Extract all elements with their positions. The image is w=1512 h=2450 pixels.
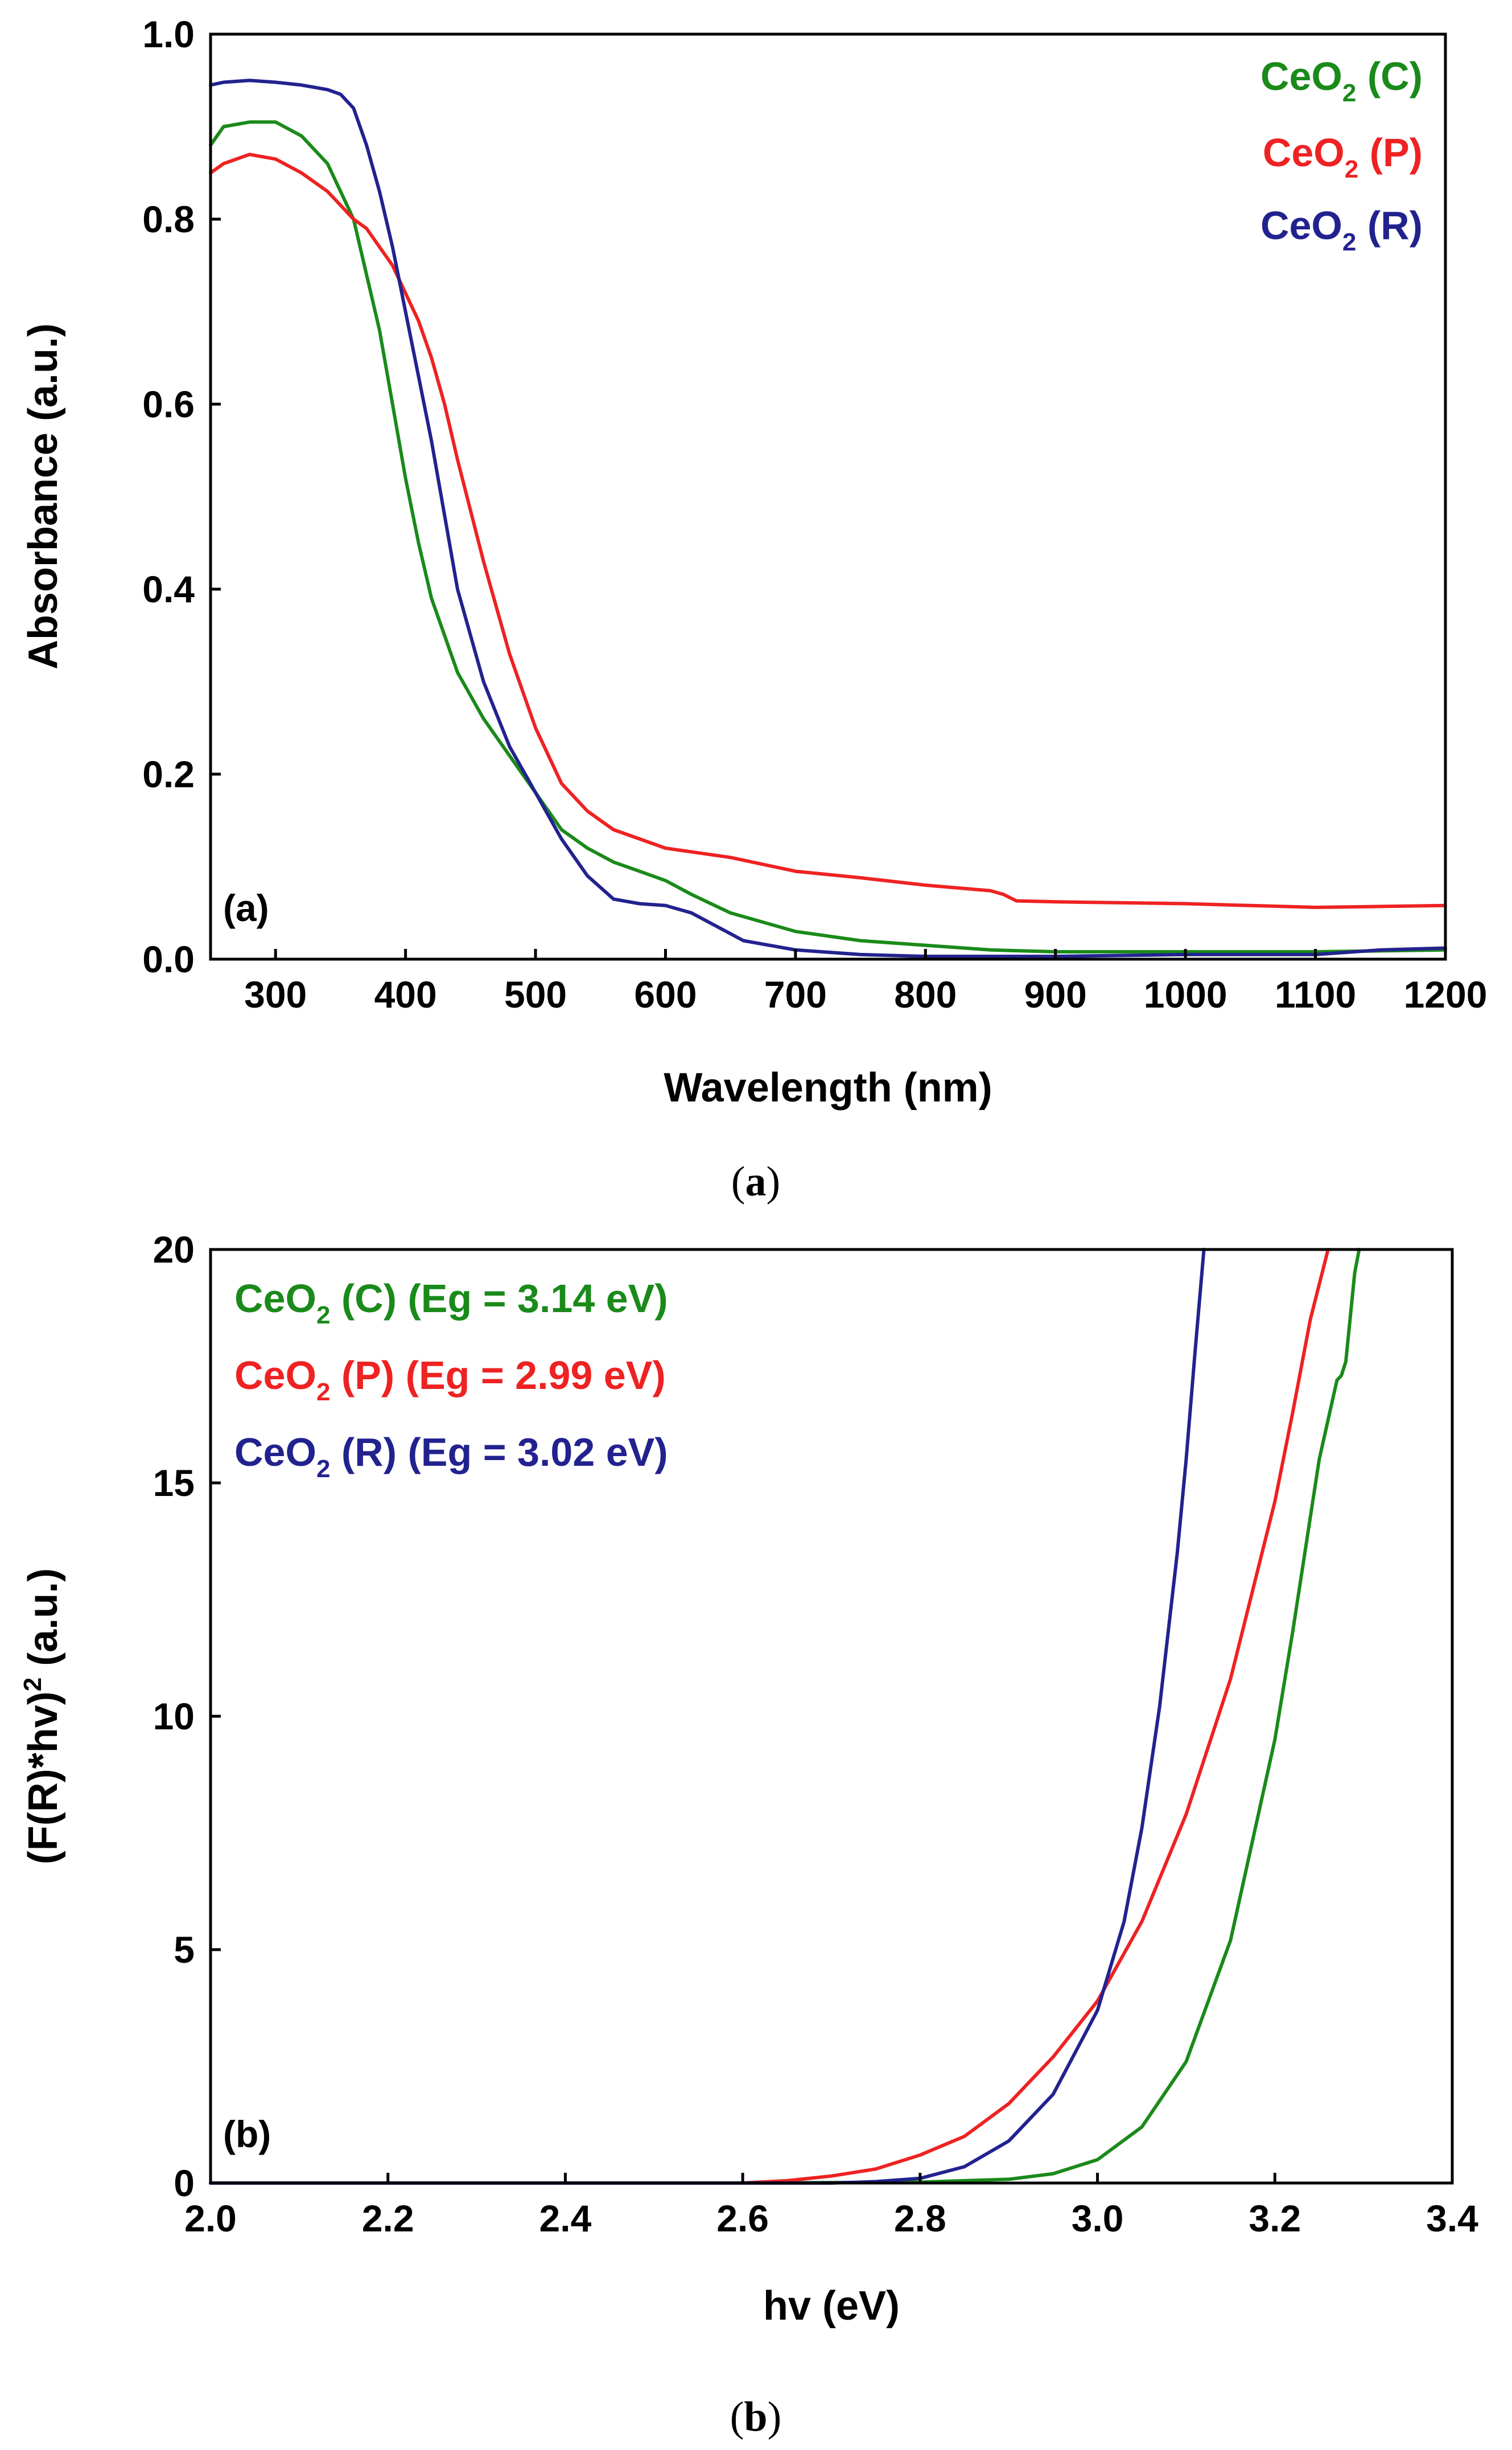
chart-b-series-group xyxy=(209,1248,1361,2185)
chart-0-x-tick-label-0: 300 xyxy=(244,973,307,1016)
chart-1-x-tick-label-7: 3.4 xyxy=(1426,2197,1478,2239)
chart-a-panel-label: (a) xyxy=(223,887,269,929)
chart-a-plot-frame xyxy=(209,32,1447,961)
chart-1-x-tick-label-1: 2.2 xyxy=(362,2197,414,2239)
chart-1-y-tick-label-4: 20 xyxy=(153,1228,195,1271)
chart-0-x-tick-label-2: 500 xyxy=(504,973,567,1016)
chart-0-series-line-2 xyxy=(209,79,1447,959)
chart-1-series-line-2 xyxy=(209,1248,1206,2185)
chart-0-x-tick-label-5: 800 xyxy=(894,973,957,1016)
chart-0-series-line-1 xyxy=(209,153,1447,909)
chart-a-caption: (a) xyxy=(731,1158,780,1205)
chart-0-y-tick-label-2: 0.4 xyxy=(142,568,195,610)
chart-0-y-tick-label-4: 0.8 xyxy=(142,198,195,240)
chart-b-legend-entry-p: CeO2 (P) (Eg = 2.99 eV) xyxy=(234,1353,666,1406)
chart-a-legend: CeO2 (C) CeO2 (P) CeO2 (R) xyxy=(1260,54,1423,256)
chart-1-y-tick-label-2: 10 xyxy=(153,1695,195,1737)
chart-b-caption: (b) xyxy=(730,2394,781,2440)
chart-a-series-group xyxy=(209,79,1447,959)
chart-1-x-tick-label-3: 2.6 xyxy=(716,2197,769,2239)
chart-1-y-tick-label-3: 15 xyxy=(153,1462,195,1504)
chart-1-x-tick-label-5: 3.0 xyxy=(1072,2197,1124,2239)
chart-1-series-line-1 xyxy=(209,1248,1330,2185)
chart-a-y-axis-label: Absorbance (a.u.) xyxy=(20,323,66,669)
chart-1-x-tick-label-4: 2.8 xyxy=(894,2197,946,2239)
chart-a-legend-entry-p: CeO2 (P) xyxy=(1263,130,1423,183)
chart-1-x-tick-label-2: 2.4 xyxy=(539,2197,592,2239)
chart-b-y-axis-label: (F(R)*hv)2 (a.u.) xyxy=(19,1568,66,1864)
chart-b: 2.0 2.2 2.4 2.6 2.8 3.0 3.2 3.4 0 5 10 15 20 hv (eV)… xyxy=(19,1228,1478,2440)
chart-a-legend-entry-r: CeO2 (R) xyxy=(1260,203,1423,256)
chart-a-x-axis-label: Wavelength (nm) xyxy=(664,1065,992,1111)
chart-0-x-tick-label-7: 1000 xyxy=(1144,973,1227,1016)
chart-0-x-tick-label-4: 700 xyxy=(764,973,827,1016)
chart-0-x-tick-label-3: 600 xyxy=(634,973,697,1016)
chart-b-panel-label: (b) xyxy=(223,2113,271,2155)
chart-b-legend-entry-c: CeO2 (C) (Eg = 3.14 eV) xyxy=(234,1276,668,1329)
chart-0-x-tick-label-6: 900 xyxy=(1024,973,1087,1016)
chart-1-x-tick-label-0: 2.0 xyxy=(184,2197,237,2239)
chart-b-x-axis-label: hv (eV) xyxy=(763,2283,900,2329)
chart-1-y-tick-label-0: 0 xyxy=(174,2162,195,2204)
chart-0-x-tick-label-1: 400 xyxy=(374,973,437,1016)
chart-0-x-tick-label-9: 1200 xyxy=(1404,973,1488,1016)
chart-0-x-tick-label-8: 1100 xyxy=(1275,973,1356,1016)
chart-b-legend: CeO2 (C) (Eg = 3.14 eV) CeO2 (P) (Eg = 2… xyxy=(234,1276,668,1483)
chart-b-legend-entry-r: CeO2 (R) (Eg = 3.02 eV) xyxy=(234,1430,668,1483)
chart-a-legend-entry-c: CeO2 (C) xyxy=(1260,54,1423,107)
chart-a: 300 400 500 600 700 800 900 1000 1100 1200 0.0 0.2 0… xyxy=(20,13,1487,1205)
chart-1-y-tick-label-1: 5 xyxy=(174,1929,195,1971)
chart-0-y-tick-label-1: 0.2 xyxy=(142,753,195,795)
chart-0-y-tick-label-0: 0.0 xyxy=(142,938,195,980)
chart-1-series-line-0 xyxy=(209,1248,1361,2185)
chart-0-y-tick-label-3: 0.6 xyxy=(142,383,195,425)
chart-1-x-tick-label-6: 3.2 xyxy=(1249,2197,1301,2239)
chart-0-y-tick-label-5: 1.0 xyxy=(142,13,195,55)
chart-b-ticks: 2.0 2.2 2.4 2.6 2.8 3.0 3.2 3.4 0 5 10 15 20 xyxy=(153,1228,1479,2239)
chart-a-ticks: 300 400 500 600 700 800 900 1000 1100 1200 0.0 0.2 0… xyxy=(142,13,1487,1016)
